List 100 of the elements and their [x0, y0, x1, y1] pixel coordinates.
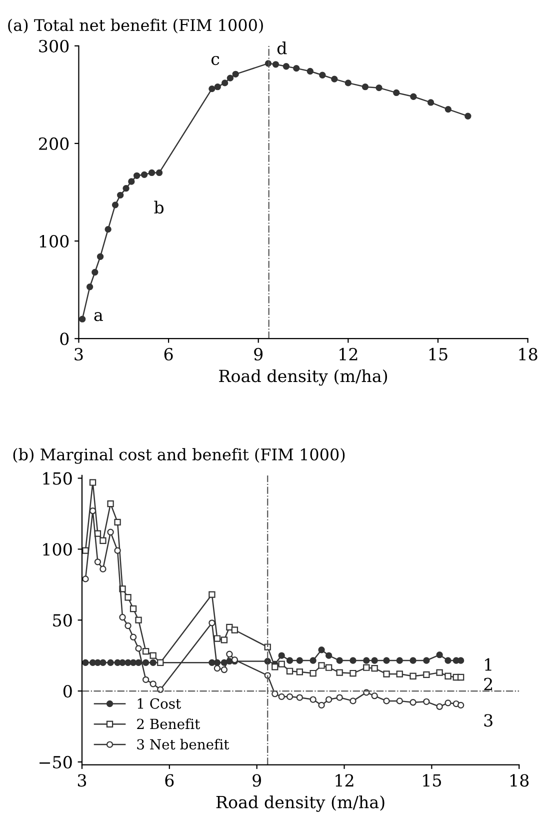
annotation: 3 — [484, 714, 492, 727]
point — [436, 703, 443, 710]
point — [310, 670, 316, 677]
point — [264, 658, 271, 665]
point — [319, 72, 326, 78]
point — [325, 652, 332, 659]
point — [128, 178, 135, 185]
point — [278, 660, 285, 668]
x-tick-label: 6 — [165, 774, 174, 787]
legend-label: 3 Net benefit — [137, 738, 230, 750]
point — [436, 652, 443, 658]
point — [232, 70, 239, 78]
point — [383, 670, 390, 678]
x-tick-label: 12 — [340, 348, 358, 360]
point — [124, 594, 132, 601]
point — [278, 693, 285, 700]
point — [296, 668, 304, 676]
x-tick-label: 6 — [164, 348, 173, 361]
point — [423, 698, 430, 705]
point — [278, 652, 285, 659]
y-tick-label: 0 — [63, 684, 72, 698]
x-tick-label: 15 — [423, 774, 441, 787]
point — [371, 657, 378, 664]
point — [310, 696, 316, 703]
y-tick-label: 100 — [43, 543, 72, 556]
point — [208, 659, 216, 666]
point — [393, 89, 400, 96]
point — [208, 620, 216, 626]
x-tick-label: 9 — [254, 348, 263, 361]
point — [150, 652, 156, 659]
point — [350, 670, 356, 677]
y-tick-label: −50 — [40, 756, 72, 769]
point — [444, 106, 452, 113]
point — [142, 676, 150, 683]
point — [92, 268, 98, 276]
point — [94, 558, 102, 566]
point — [226, 74, 234, 82]
point — [94, 659, 102, 666]
point — [82, 659, 89, 666]
point — [96, 253, 104, 260]
point — [142, 659, 150, 666]
point — [410, 657, 416, 664]
point — [272, 664, 278, 670]
point — [231, 626, 238, 634]
point — [336, 657, 343, 664]
point — [464, 112, 472, 120]
y-tick-label: 200 — [39, 137, 69, 150]
point — [214, 664, 221, 672]
point — [350, 657, 356, 664]
point — [130, 659, 137, 666]
x-tick-label: 15 — [429, 348, 448, 361]
point — [221, 80, 228, 86]
point — [148, 169, 156, 176]
point — [214, 84, 221, 90]
point — [318, 646, 325, 654]
point — [114, 547, 121, 554]
point — [107, 659, 114, 666]
chart-title: (a) Total net benefit (FIM 1000) — [8, 18, 263, 34]
point — [325, 664, 332, 671]
point — [156, 169, 163, 176]
point — [436, 669, 443, 676]
x-tick-label: 12 — [336, 774, 354, 786]
point — [296, 694, 304, 701]
point — [107, 528, 114, 536]
annotation: b — [154, 200, 164, 214]
point — [130, 605, 137, 612]
point — [306, 68, 314, 75]
x-tick-label: 9 — [252, 774, 262, 787]
point — [100, 566, 106, 572]
point — [124, 622, 132, 630]
annotation: d — [277, 41, 287, 54]
point — [396, 670, 403, 678]
point — [310, 657, 316, 664]
point — [383, 698, 390, 704]
point — [122, 185, 130, 192]
point — [363, 664, 370, 671]
point — [293, 64, 300, 72]
point — [104, 226, 112, 233]
point — [214, 635, 221, 642]
point — [318, 662, 325, 669]
point — [150, 680, 156, 688]
point — [117, 192, 124, 198]
point — [107, 500, 114, 508]
point — [325, 696, 332, 703]
point — [296, 657, 304, 664]
point — [272, 690, 278, 698]
point — [427, 99, 434, 106]
point — [220, 666, 228, 674]
point — [89, 479, 96, 486]
point — [82, 576, 89, 582]
point — [286, 668, 294, 674]
point — [140, 171, 148, 178]
point — [350, 698, 356, 704]
point — [142, 648, 150, 655]
annotation: 2 — [484, 678, 492, 690]
point — [410, 93, 417, 100]
x-axis-title: Road density (m/ha) — [216, 795, 384, 812]
annotation: c — [211, 56, 220, 66]
point — [119, 614, 126, 621]
point — [444, 657, 452, 664]
